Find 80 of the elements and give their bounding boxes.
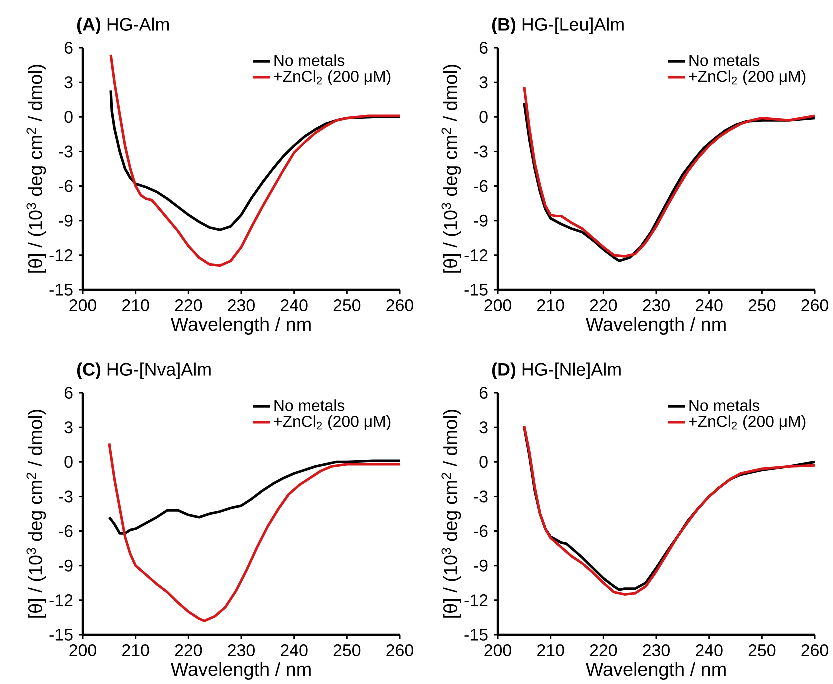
x-tick-label: 230 [643, 644, 670, 657]
x-axis-title: Wavelength / nm [170, 317, 311, 335]
y-axis-title: [θ] / (10$^{3}$ deg cm$^{2}$ / dmol) [442, 410, 462, 618]
y-tick-label: -6 [59, 525, 73, 538]
chart-title: (D) HG-[Nle]Alm [492, 362, 621, 380]
legend-label: +ZnCl$_{2}$ (200 μM) [689, 70, 806, 86]
y-axis-title: [θ] / (10$^{3}$ deg cm$^{2}$ / dmol) [442, 65, 462, 273]
y-tick-label: -12 [464, 250, 488, 262]
legend-label: +ZnCl$_{2}$ (200 μM) [274, 416, 391, 430]
y-tick-label: -9 [474, 214, 488, 227]
y-tick-label: -6 [474, 525, 488, 538]
chart-title: (B) HG-[Leu]Alm [492, 18, 624, 35]
x-tick-label: 240 [696, 300, 723, 312]
y-tick-label: -12 [50, 250, 73, 262]
x-tick-label: 230 [643, 300, 670, 312]
chart-title: (A) HG-Alm [77, 18, 170, 35]
x-tick-label: 260 [802, 644, 828, 657]
y-tick-label: -3 [474, 490, 488, 503]
x-axis-title: Wavelength / nm [586, 662, 726, 680]
x-tick-label: 200 [484, 300, 512, 312]
x-tick-label: 210 [538, 300, 564, 312]
x-tick-label: 240 [281, 644, 308, 657]
y-tick-label: -9 [59, 214, 73, 227]
y-tick-label: 0 [480, 111, 488, 124]
y-tick-label: 0 [64, 456, 73, 468]
y-tick-label: 0 [480, 456, 488, 468]
y-tick-label: -9 [474, 560, 488, 572]
x-tick-label: 230 [228, 644, 255, 657]
y-tick-label: 6 [64, 387, 73, 400]
legend-label: No metals [274, 54, 345, 66]
x-tick-label: 230 [228, 300, 255, 312]
y-tick-label: -3 [474, 146, 488, 158]
y-tick-label: -6 [59, 180, 73, 192]
x-tick-label: 220 [590, 644, 618, 657]
x-tick-label: 210 [122, 644, 150, 657]
x-tick-label: 220 [175, 300, 202, 312]
x-tick-label: 220 [590, 300, 618, 312]
x-axis-title: Wavelength / nm [586, 317, 726, 335]
legend-label: No metals [690, 400, 760, 412]
x-axis-title: Wavelength / nm [170, 662, 311, 680]
x-tick-label: 250 [334, 300, 361, 312]
legend-label: +ZnCl$_{2}$ (200 μM) [689, 416, 806, 430]
legend-label: +ZnCl$_{2}$ (200 μM) [274, 70, 391, 86]
x-tick-label: 200 [484, 644, 512, 657]
x-tick-label: 250 [334, 644, 361, 657]
y-tick-label: -12 [464, 594, 488, 606]
chart-title: (C) HG-[Nva]Alm [77, 362, 211, 380]
x-tick-label: 200 [70, 300, 96, 312]
y-tick-label: 3 [64, 76, 73, 89]
y-axis-title: [θ] / (10$^{3}$ deg cm$^{2}$ / dmol) [26, 65, 46, 273]
legend-label: No metals [690, 54, 760, 66]
y-tick-label: -15 [464, 284, 488, 296]
x-tick-label: 260 [386, 300, 414, 312]
x-tick-label: 250 [748, 300, 776, 312]
y-tick-label: 3 [480, 76, 488, 89]
y-tick-label: -15 [464, 629, 488, 641]
x-tick-label: 220 [175, 644, 202, 657]
x-tick-label: 260 [386, 644, 414, 657]
y-tick-label: -15 [50, 284, 73, 296]
y-tick-label: -15 [50, 629, 73, 641]
x-tick-label: 260 [802, 300, 828, 312]
legend-label: No metals [274, 400, 345, 412]
y-tick-label: 3 [64, 422, 73, 434]
x-tick-label: 240 [696, 644, 723, 657]
y-tick-label: -3 [59, 490, 73, 503]
y-tick-label: 6 [480, 42, 488, 54]
x-tick-label: 250 [748, 644, 776, 657]
y-tick-label: -9 [59, 560, 73, 572]
x-tick-label: 240 [281, 300, 308, 312]
y-tick-label: -6 [474, 180, 488, 192]
y-axis-title: [θ] / (10$^{3}$ deg cm$^{2}$ / dmol) [26, 410, 46, 618]
y-tick-label: -3 [59, 146, 73, 158]
y-tick-label: 0 [64, 111, 73, 124]
y-tick-label: -12 [50, 594, 73, 606]
x-tick-label: 210 [122, 300, 150, 312]
y-tick-label: 3 [480, 422, 488, 434]
x-tick-label: 200 [70, 644, 96, 657]
y-tick-label: 6 [480, 387, 488, 400]
y-tick-label: 6 [64, 42, 73, 54]
x-tick-label: 210 [538, 644, 564, 657]
